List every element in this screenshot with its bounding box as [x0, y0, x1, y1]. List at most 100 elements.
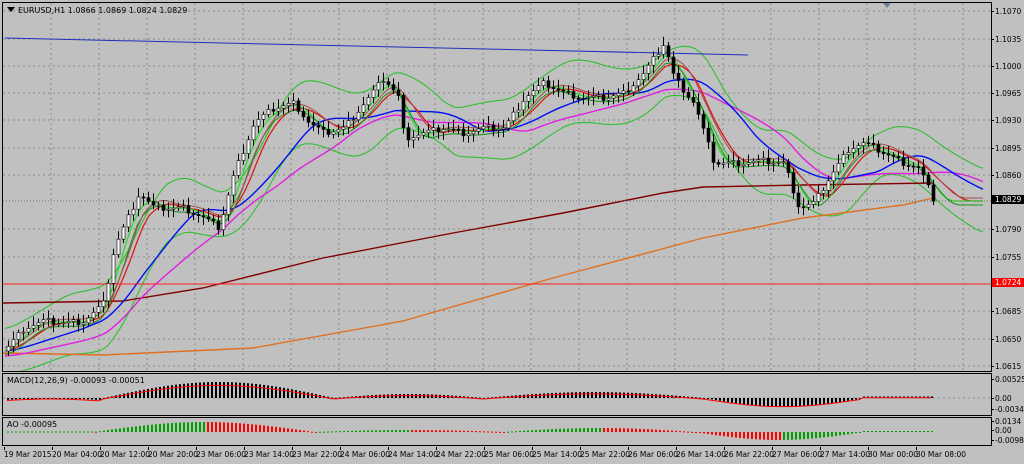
price-tick: 1.0615	[992, 363, 1021, 371]
macd-bar	[591, 392, 593, 398]
ao-bar	[195, 422, 197, 432]
macd-bar	[827, 398, 829, 404]
macd-bar	[755, 398, 757, 406]
macd-bar	[739, 398, 741, 404]
price-axis[interactable]: 1.1070 1.1035 1.1000 1.0965 1.0930 1.089…	[992, 2, 1024, 372]
candle	[881, 152, 886, 154]
ao-bar	[915, 431, 917, 432]
macd-bar	[163, 386, 165, 398]
macd-bar	[631, 392, 633, 398]
macd-bar	[267, 385, 269, 398]
ao-bar	[223, 422, 225, 432]
ao-bar	[507, 431, 509, 433]
macd-bar	[691, 396, 693, 398]
bollinger-upper-line	[4, 45, 984, 330]
ao-bar	[743, 432, 745, 439]
macd-pane[interactable]: MACD(12,26,9) -0.00093 -0.00051	[2, 373, 992, 416]
ao-pane[interactable]: AO -0.00095	[2, 417, 992, 446]
macd-bar	[171, 385, 173, 398]
ao-bar	[187, 422, 189, 432]
ao-bar	[467, 430, 469, 432]
macd-bar	[295, 390, 297, 398]
ao-bar	[415, 430, 417, 432]
macd-bar	[219, 382, 221, 398]
ao-bar	[39, 431, 41, 433]
candle	[706, 127, 711, 143]
ao-bar	[15, 431, 17, 433]
macd-bar	[39, 398, 41, 399]
macd-bar	[751, 398, 753, 406]
candle	[466, 133, 471, 137]
ao-bar	[591, 428, 593, 432]
candlesticks[interactable]	[6, 36, 936, 356]
macd-bar	[615, 392, 617, 398]
macd-bar	[695, 397, 697, 399]
ao-bar	[799, 432, 801, 440]
candle	[496, 128, 501, 131]
ao-bar	[247, 423, 249, 432]
macd-bar	[595, 392, 597, 398]
candle	[431, 127, 436, 131]
ao-bar	[379, 430, 381, 432]
ao-bar	[663, 430, 665, 432]
macd-bar	[227, 382, 229, 398]
macd-bar	[767, 398, 769, 407]
macd-bar	[607, 392, 609, 398]
ao-tick: 0.00	[992, 427, 1012, 435]
candle	[776, 162, 781, 164]
candle	[536, 85, 541, 91]
time-axis[interactable]: 19 Mar 2015 20 Mar 04:00 20 Mar 12:00 20…	[2, 447, 992, 464]
macd-bar	[75, 398, 77, 399]
candle	[836, 163, 841, 173]
candle	[331, 131, 336, 135]
candle	[271, 109, 276, 112]
macd-bar	[471, 397, 473, 399]
ao-bar	[735, 432, 737, 438]
price-chart-canvas[interactable]	[3, 3, 992, 372]
candle	[156, 204, 161, 207]
ao-bar	[567, 428, 569, 432]
macd-bar	[67, 398, 69, 399]
macd-bar	[839, 398, 841, 403]
ao-bar	[647, 429, 649, 432]
ao-bar	[795, 432, 797, 440]
candle	[161, 204, 166, 211]
candle	[616, 93, 621, 97]
macd-bar	[215, 382, 217, 398]
macd-canvas	[3, 382, 991, 408]
candle	[806, 204, 811, 208]
candle	[266, 109, 271, 115]
chart-shift-marker-icon[interactable]	[883, 3, 891, 8]
price-tick: 1.0930	[992, 117, 1021, 125]
candle	[516, 109, 521, 113]
time-tick: 26 Mar 06:00	[628, 447, 679, 459]
candle	[686, 91, 691, 98]
macd-bar	[779, 398, 781, 407]
price-tick: 1.1000	[992, 63, 1021, 71]
ao-bar	[63, 431, 65, 433]
candle	[351, 119, 356, 122]
ao-bar	[71, 431, 73, 433]
candle	[51, 318, 56, 325]
ao-bar	[183, 422, 185, 432]
candle	[921, 166, 926, 176]
price-tick: 1.0650	[992, 336, 1021, 344]
ao-bar	[923, 431, 925, 432]
macd-bar	[795, 398, 797, 407]
macd-bar	[587, 392, 589, 398]
ao-bar	[815, 432, 817, 439]
candle	[831, 171, 836, 182]
ao-bar	[499, 431, 501, 433]
candle	[141, 196, 146, 199]
ao-bar	[283, 427, 285, 432]
candle	[901, 157, 906, 166]
candle	[176, 206, 181, 209]
ao-title: AO -0.00095	[7, 420, 58, 429]
candle	[666, 45, 671, 58]
price-chart-pane[interactable]: EURUSD,H1 1.0866 1.0869 1.0824 1.0829	[2, 2, 992, 372]
indicator-lines	[3, 37, 991, 371]
candle	[291, 100, 296, 104]
candle	[631, 85, 636, 93]
ao-bar	[59, 431, 61, 433]
macd-bar	[599, 392, 601, 398]
